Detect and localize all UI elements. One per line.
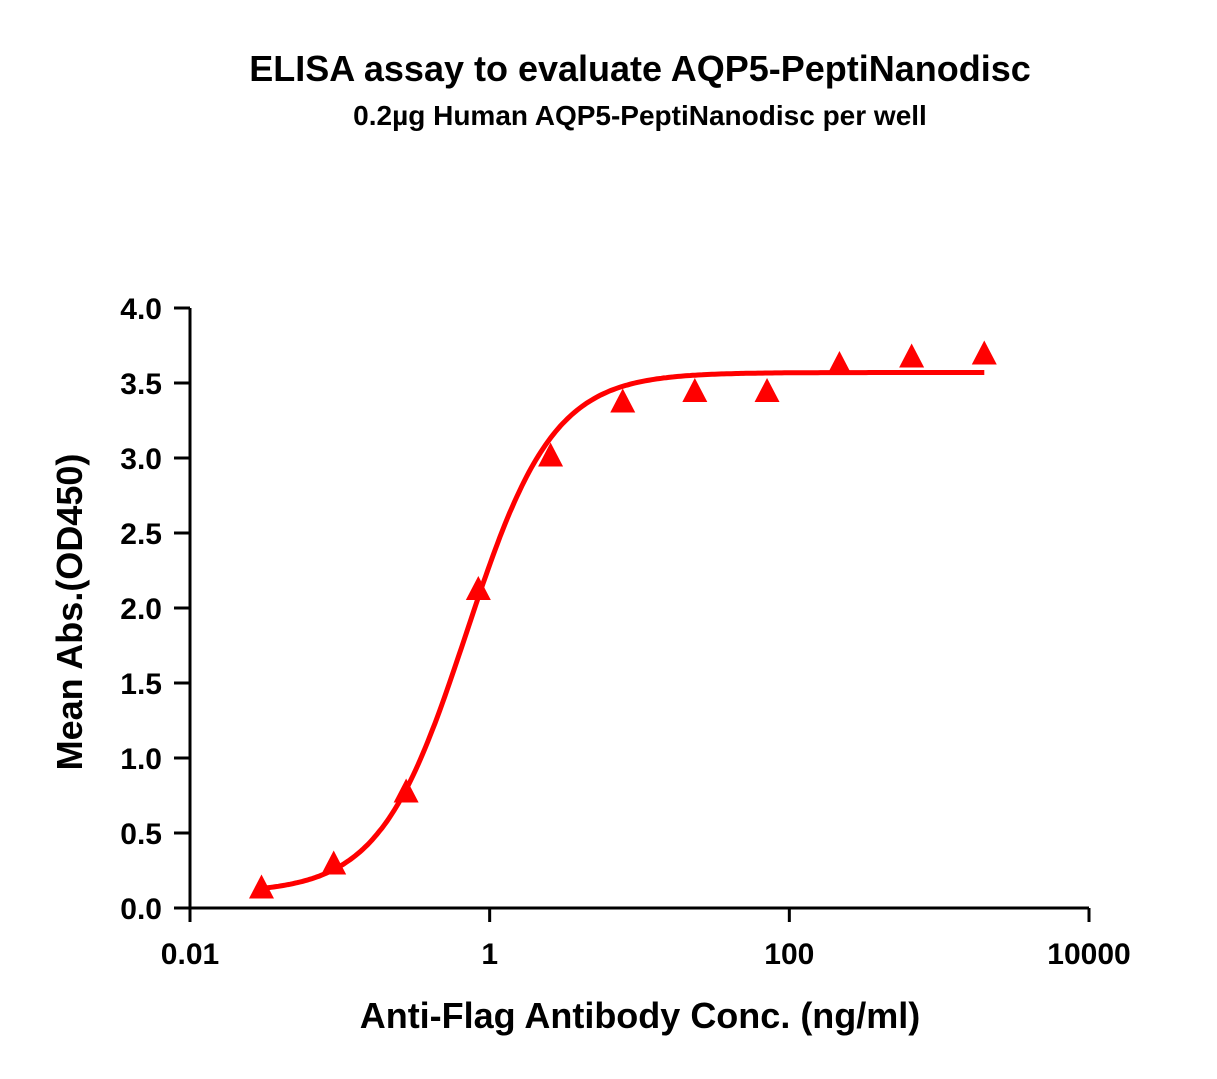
x-tick-label: 10000: [1047, 938, 1130, 971]
data-point-triangle: [393, 778, 419, 803]
fit-curve-group: [261, 370, 985, 891]
y-tick-label: 3.5: [120, 368, 162, 401]
y-tick-label: 0.0: [120, 893, 162, 926]
y-axis-label: Mean Abs.(OD450): [49, 454, 90, 771]
fit-curve: [261, 370, 985, 891]
axes: 0.01 1 100 10000 0.0 0.5 1.0 1.5 2.0 2.5 3.0 3.5 4.0: [120, 293, 1130, 971]
data-point-triangle: [465, 576, 491, 600]
x-tick-label: 0.01: [161, 938, 219, 971]
x-tick-label: 1: [481, 938, 498, 971]
data-point-triangle: [321, 850, 347, 875]
y-tick-label: 4.0: [120, 293, 162, 326]
data-point-triangle: [754, 378, 780, 402]
data-point-triangle: [826, 351, 852, 375]
data-point-triangle: [899, 343, 925, 368]
data-point-triangle: [538, 442, 564, 467]
data-point-triangle: [610, 388, 636, 413]
y-tick-label: 1.5: [120, 668, 162, 701]
chart-title: ELISA assay to evaluate AQP5-PeptiNanodi…: [249, 48, 1031, 89]
y-tick-label: 2.0: [120, 593, 162, 626]
y-tick-label: 3.0: [120, 443, 162, 476]
data-point-triangle: [682, 378, 708, 402]
y-tick-label: 2.5: [120, 518, 162, 551]
y-tick-label: 0.5: [120, 818, 162, 851]
chart-subtitle: 0.2µg Human AQP5-PeptiNanodisc per well: [353, 100, 927, 131]
x-axis-label: Anti-Flag Antibody Conc. (ng/ml): [360, 995, 921, 1036]
x-tick-label: 100: [764, 938, 814, 971]
data-point-triangle: [248, 874, 274, 899]
data-point-triangle: [971, 340, 997, 365]
data-points: [248, 340, 997, 899]
y-tick-label: 1.0: [120, 743, 162, 776]
